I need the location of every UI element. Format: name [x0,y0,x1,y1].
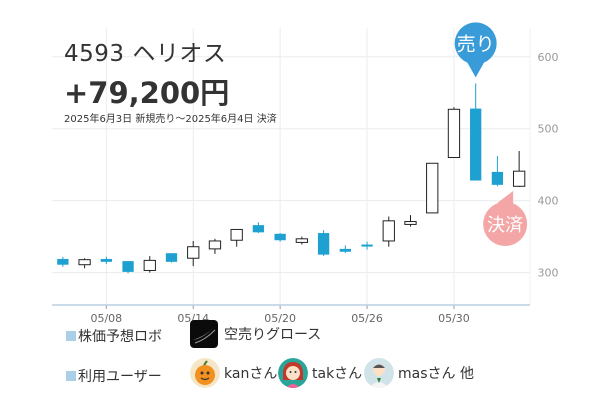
user-name: kanさん [224,366,278,382]
candle-body [78,259,91,266]
y-tick-label: 300 [538,267,559,280]
candle-body [447,108,461,159]
candle-05/14 [187,240,200,267]
user-mas[interactable]: masさん 他 [364,358,474,388]
profit-amount: +79,200円 [64,76,230,110]
candle-body [230,228,243,241]
x-tick-label: 05/20 [264,312,296,325]
candle-body [361,244,373,247]
trade-period: 2025年6月3日 新規売り～2025年6月4日 決済 [64,114,277,125]
candle-body [317,233,330,255]
candle-05/26 [361,241,373,250]
mas-avatar-icon [364,358,394,388]
kan-avatar-icon [190,358,220,388]
candle-05/20 [274,233,286,242]
candle-body [512,170,526,187]
x-axis: 05/08 05/14 05/20 05/26 05/30 [52,304,530,325]
candles [57,83,526,274]
settle-marker: 決済 [483,191,528,247]
y-axis-labels: 300 400 500 600 [538,51,559,280]
sell-marker: 売り [454,22,497,78]
candle-05/07 [78,258,91,269]
candle-body [470,108,482,181]
candle-05/06 [57,256,69,267]
candle-body [187,246,200,259]
candle-body [57,258,69,265]
x-tick-label: 05/08 [90,312,122,325]
bot-name: 空売りグロース [224,327,322,343]
stock-title: 4593 ヘリオス [64,41,227,67]
user-name: takさん [312,366,363,382]
candle-body [274,233,286,241]
candle-05/08 [100,256,112,264]
y-tick-label: 500 [538,123,559,136]
candle-body [143,259,156,271]
candle-05/22 [317,230,330,257]
candle-05/13 [165,253,178,263]
candle-05/19 [252,222,265,234]
candle-05/15 [208,238,222,254]
candle-05/16 [230,228,243,247]
settle-bubble [483,202,528,247]
candle-05/21 [295,236,309,245]
candle-05/29 [426,162,439,214]
candle-body [295,238,309,243]
candle-body [165,253,178,262]
y-tick-label: 600 [538,51,559,64]
robot-label: 株価予想ロボ [78,329,162,345]
candle-body [208,240,222,250]
candle-05/23 [339,245,351,254]
y-tick-label: 400 [538,195,559,208]
x-tick-label: 05/26 [351,312,383,325]
sell-label: 売り [457,33,495,55]
tak-avatar-icon [278,358,308,388]
candle-05/28 [404,215,417,227]
user-name: masさん 他 [398,366,474,382]
candle-body [252,225,265,233]
sell-bubble [454,22,497,65]
candle-body [100,258,112,262]
candle-body [122,261,134,272]
settle-label: 決済 [487,215,523,236]
candle-body [404,221,417,225]
robot-legend: 株価予想ロボ [66,326,162,346]
candle-05/30 [447,107,461,159]
candle-05/12 [143,256,156,273]
candle-body [426,162,439,214]
bot-entry[interactable]: 空売りグロース [190,320,321,348]
candle-06/04 [512,151,526,188]
users-label: 利用ユーザー [78,369,162,385]
user-tak[interactable]: takさん [278,358,362,388]
candle-06/03 [491,156,504,187]
candle-06/02 [470,83,482,181]
sell-pointer [466,61,485,78]
legend-square-icon [66,371,76,381]
settle-pointer [497,191,514,206]
users-legend: 利用ユーザー [66,366,162,386]
legend-square-icon [66,331,76,341]
user-kan[interactable]: kanさん [190,358,277,388]
candle-body [339,248,351,252]
candle-body [382,220,395,242]
bot-swoosh-icon [190,320,218,348]
grid-lines [52,28,531,305]
candle-05/27 [382,216,395,247]
x-tick-label: 05/30 [438,312,470,325]
candle-body [491,171,504,185]
candle-05/09 [122,261,134,274]
